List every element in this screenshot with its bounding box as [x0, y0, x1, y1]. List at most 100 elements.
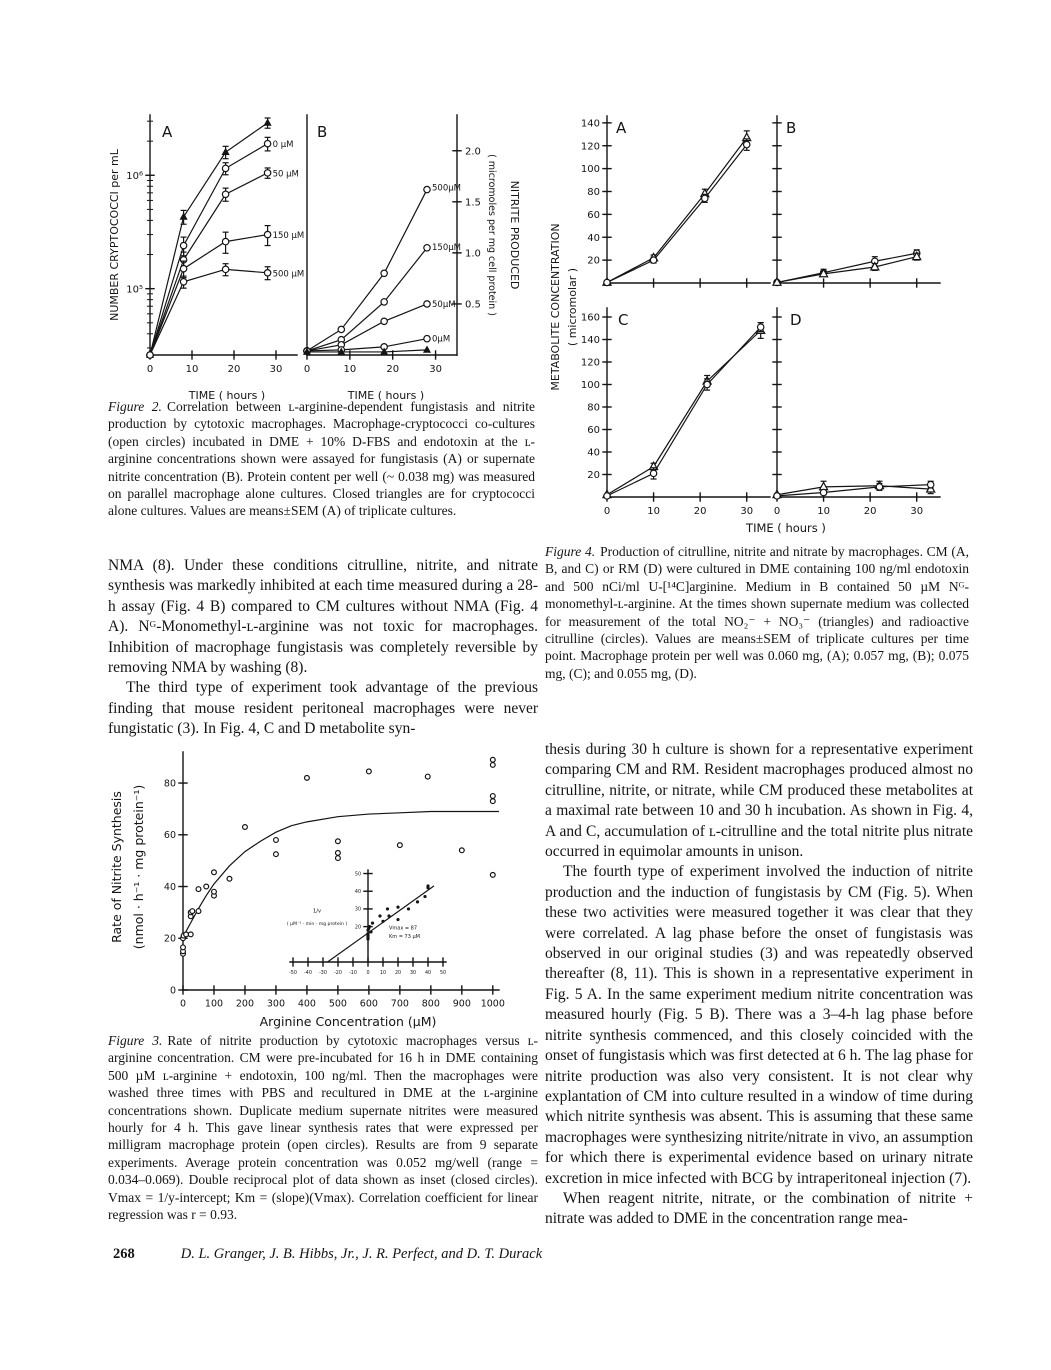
svg-text:0: 0	[774, 506, 780, 517]
figure-3-caption-text: Rate of nitrite production by cytotoxic …	[108, 1033, 538, 1223]
svg-text:800: 800	[422, 999, 440, 1010]
right-column-text: thesis during 30 h culture is shown for …	[545, 740, 973, 1230]
svg-text:-20: -20	[334, 970, 342, 976]
svg-text:80: 80	[587, 187, 600, 198]
svg-text:0: 0	[366, 970, 369, 976]
svg-text:30: 30	[270, 364, 283, 375]
svg-text:120: 120	[581, 141, 600, 152]
page-number: 268	[113, 1246, 135, 1262]
figure-2-caption: Figure 2. Correlation between ʟ-arginine-…	[108, 398, 535, 520]
figure-4-chart: METABOLITE CONCENTRATION ( micromolar ) TI…	[549, 115, 941, 535]
svg-text:30: 30	[410, 970, 416, 976]
svg-text:160: 160	[581, 313, 600, 324]
body-paragraph: thesis during 30 h culture is shown for …	[545, 741, 973, 861]
svg-text:2.0: 2.0	[465, 146, 481, 157]
svg-text:30: 30	[740, 506, 753, 517]
figure-4-caption-label: Figure 4.	[545, 544, 596, 559]
svg-text:B: B	[317, 123, 327, 141]
body-paragraph: The third type of experiment took advant…	[108, 679, 538, 738]
svg-text:150 µM: 150 µM	[273, 231, 305, 241]
svg-text:500µM: 500µM	[432, 184, 461, 194]
svg-text:80: 80	[164, 778, 176, 789]
svg-text:(nmol · h⁻¹ · mg protein⁻¹): (nmol · h⁻¹ · mg protein⁻¹)	[131, 785, 146, 949]
svg-text:TIME ( hours ): TIME ( hours )	[745, 521, 826, 535]
svg-text:20: 20	[355, 924, 361, 930]
svg-text:50: 50	[440, 970, 446, 976]
svg-text:40: 40	[355, 889, 361, 895]
figure-4-caption-text: Production of citrulline, nitrite and ni…	[545, 544, 969, 681]
svg-text:A: A	[616, 119, 627, 137]
svg-text:10: 10	[817, 506, 830, 517]
svg-text:Arginine Concentration (µM): Arginine Concentration (µM)	[260, 1014, 437, 1029]
svg-text:10⁶: 10⁶	[126, 171, 143, 182]
figure-2-chart: NUMBER CRYPTOCOCCI per mL TIME ( hours ) T…	[108, 114, 521, 402]
svg-text:30: 30	[355, 907, 361, 913]
svg-text:60: 60	[587, 210, 600, 221]
svg-text:300: 300	[267, 999, 285, 1010]
svg-text:80: 80	[587, 403, 600, 414]
svg-text:0µM: 0µM	[432, 335, 450, 345]
svg-text:NUMBER CRYPTOCOCCI per mL: NUMBER CRYPTOCOCCI per mL	[108, 148, 121, 321]
svg-text:40: 40	[425, 970, 431, 976]
svg-text:1000: 1000	[481, 999, 505, 1010]
svg-text:C: C	[618, 311, 628, 329]
svg-text:600: 600	[360, 999, 378, 1010]
left-column-text: NMA (8). Under these conditions citrulli…	[108, 556, 538, 740]
svg-text:20: 20	[164, 934, 176, 945]
svg-text:( µM⁻¹ · min · mg protein ): ( µM⁻¹ · min · mg protein )	[287, 921, 347, 927]
page-footer: 268 D. L. Granger, J. B. Hibbs, Jr., J. R…	[113, 1246, 973, 1263]
figure-2-caption-text: Correlation between ʟ-arginine-dependent…	[108, 399, 535, 519]
svg-text:20: 20	[694, 506, 707, 517]
body-paragraph: When reagent nitrite, nitrate, or the co…	[545, 1189, 973, 1228]
svg-text:-40: -40	[304, 970, 312, 976]
svg-text:20: 20	[864, 506, 877, 517]
svg-text:100: 100	[205, 999, 223, 1010]
svg-text:20: 20	[587, 256, 600, 267]
svg-text:40: 40	[164, 882, 176, 893]
svg-text:0: 0	[147, 364, 153, 375]
svg-text:30: 30	[910, 506, 923, 517]
svg-text:Km = 73 µM: Km = 73 µM	[389, 934, 420, 940]
svg-text:( micromoles per mg cell prote: ( micromoles per mg cell protein )	[486, 154, 497, 316]
svg-text:1.0: 1.0	[465, 248, 481, 259]
svg-text:60: 60	[164, 830, 176, 841]
svg-text:10: 10	[647, 506, 660, 517]
svg-text:10⁵: 10⁵	[126, 284, 143, 295]
svg-text:Vmax = 87: Vmax = 87	[389, 925, 417, 931]
svg-text:50 µM: 50 µM	[273, 169, 299, 179]
svg-text:1.5: 1.5	[465, 197, 481, 208]
svg-text:50: 50	[355, 871, 361, 877]
figure-3-caption-label: Figure 3.	[108, 1033, 163, 1048]
body-paragraph: The fourth type of experiment involved t…	[545, 863, 973, 1187]
svg-text:0: 0	[180, 999, 186, 1010]
body-paragraph: NMA (8). Under these conditions citrulli…	[108, 557, 538, 677]
svg-text:0.5: 0.5	[465, 300, 481, 311]
running-authors: D. L. Granger, J. B. Hibbs, Jr., J. R. P…	[180, 1246, 543, 1262]
svg-text:150µM: 150µM	[432, 243, 461, 253]
svg-text:( micromolar ): ( micromolar )	[566, 268, 579, 346]
svg-text:D: D	[790, 311, 802, 329]
svg-text:900: 900	[453, 999, 471, 1010]
svg-text:-30: -30	[319, 970, 327, 976]
svg-text:0: 0	[304, 364, 310, 375]
svg-text:0: 0	[170, 985, 176, 996]
figure-3-chart: Rate of Nitrite Synthesis (nmol · h⁻¹ · m…	[109, 751, 505, 1029]
svg-text:100: 100	[581, 380, 600, 391]
svg-text:-10: -10	[349, 970, 357, 976]
svg-text:1/v: 1/v	[313, 908, 321, 914]
svg-text:140: 140	[581, 335, 600, 346]
svg-text:20: 20	[386, 364, 399, 375]
svg-text:500: 500	[329, 999, 347, 1010]
figure-3-caption: Figure 3. Rate of nitrite production by c…	[108, 1032, 538, 1223]
svg-text:B: B	[786, 119, 796, 137]
svg-text:200: 200	[236, 999, 254, 1010]
svg-text:400: 400	[298, 999, 316, 1010]
svg-text:0: 0	[604, 506, 610, 517]
svg-text:10: 10	[380, 970, 386, 976]
svg-text:10: 10	[186, 364, 199, 375]
svg-text:50µM: 50µM	[432, 300, 456, 310]
svg-text:Rate of Nitrite Synthesis: Rate of Nitrite Synthesis	[109, 791, 124, 943]
svg-text:20: 20	[228, 364, 241, 375]
svg-text:30: 30	[429, 364, 442, 375]
